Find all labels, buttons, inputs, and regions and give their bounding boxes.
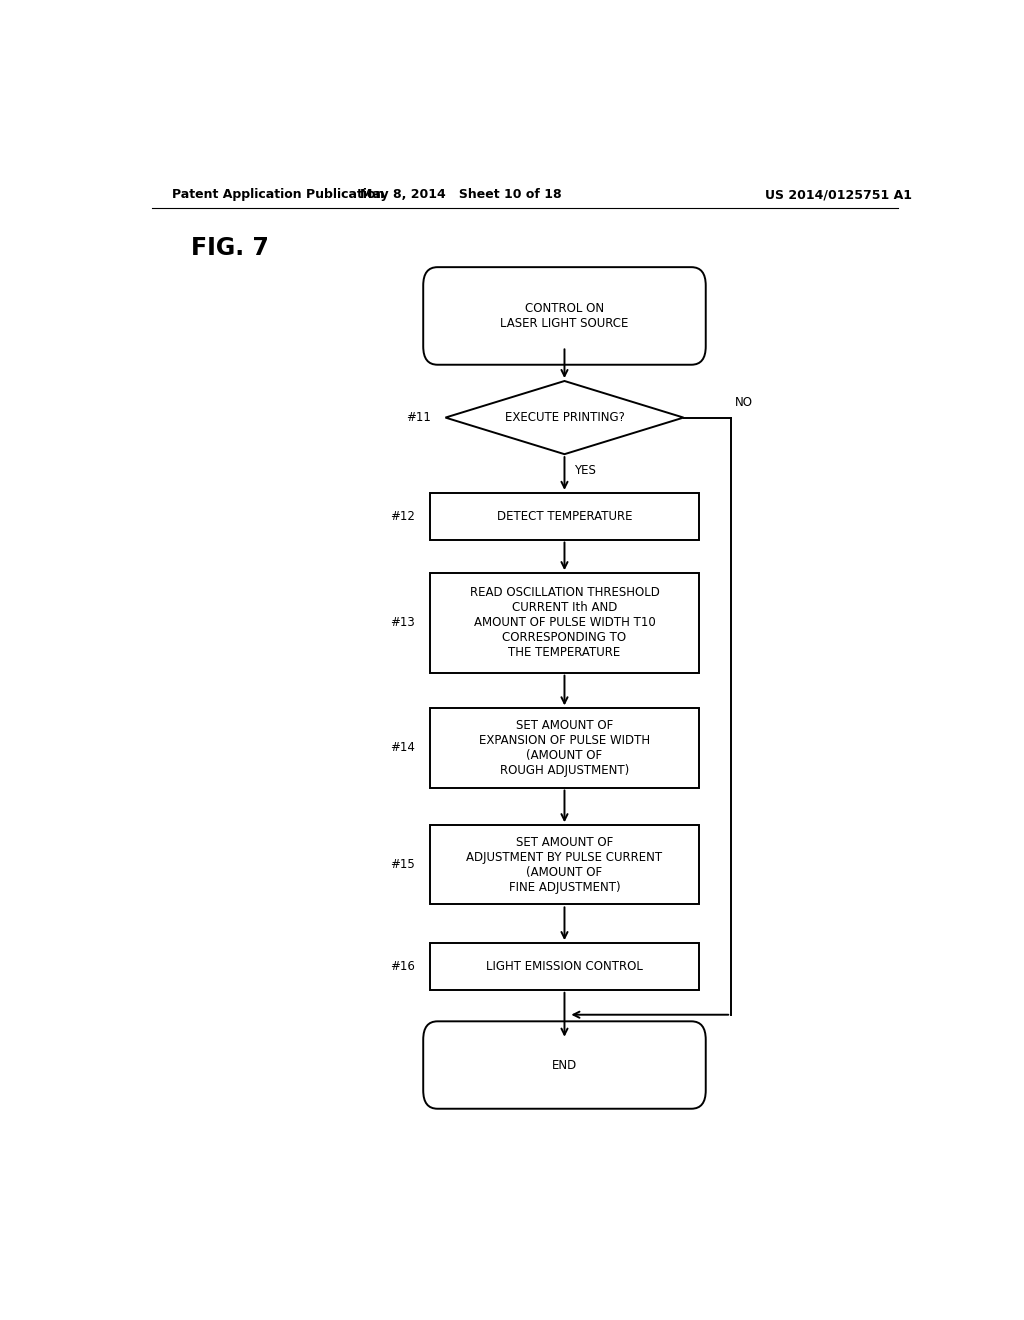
Text: US 2014/0125751 A1: US 2014/0125751 A1: [765, 189, 911, 202]
Text: #14: #14: [390, 742, 416, 755]
Bar: [430, 825, 699, 904]
Text: Patent Application Publication: Patent Application Publication: [172, 189, 384, 202]
Polygon shape: [445, 381, 684, 454]
FancyBboxPatch shape: [423, 267, 706, 364]
Text: YES: YES: [574, 463, 596, 477]
Text: END: END: [552, 1059, 578, 1072]
Text: SET AMOUNT OF
ADJUSTMENT BY PULSE CURRENT
(AMOUNT OF
FINE ADJUSTMENT): SET AMOUNT OF ADJUSTMENT BY PULSE CURREN…: [466, 836, 663, 894]
Bar: [430, 492, 699, 540]
Bar: [430, 573, 699, 673]
FancyBboxPatch shape: [423, 1022, 706, 1109]
Bar: [430, 942, 699, 990]
Text: LIGHT EMISSION CONTROL: LIGHT EMISSION CONTROL: [486, 960, 643, 973]
Text: CONTROL ON
LASER LIGHT SOURCE: CONTROL ON LASER LIGHT SOURCE: [501, 302, 629, 330]
Text: READ OSCILLATION THRESHOLD
CURRENT Ith AND
AMOUNT OF PULSE WIDTH T10
CORRESPONDI: READ OSCILLATION THRESHOLD CURRENT Ith A…: [470, 586, 659, 660]
Text: EXECUTE PRINTING?: EXECUTE PRINTING?: [505, 411, 625, 424]
Text: May 8, 2014   Sheet 10 of 18: May 8, 2014 Sheet 10 of 18: [360, 189, 562, 202]
Text: #12: #12: [390, 510, 416, 523]
Text: NO: NO: [735, 396, 753, 409]
Text: #16: #16: [390, 960, 416, 973]
Text: FIG. 7: FIG. 7: [191, 236, 269, 260]
Text: DETECT TEMPERATURE: DETECT TEMPERATURE: [497, 510, 632, 523]
Text: #11: #11: [407, 411, 431, 424]
Bar: [430, 709, 699, 788]
Text: #15: #15: [390, 858, 416, 871]
Text: SET AMOUNT OF
EXPANSION OF PULSE WIDTH
(AMOUNT OF
ROUGH ADJUSTMENT): SET AMOUNT OF EXPANSION OF PULSE WIDTH (…: [479, 719, 650, 777]
Text: #13: #13: [390, 616, 416, 630]
